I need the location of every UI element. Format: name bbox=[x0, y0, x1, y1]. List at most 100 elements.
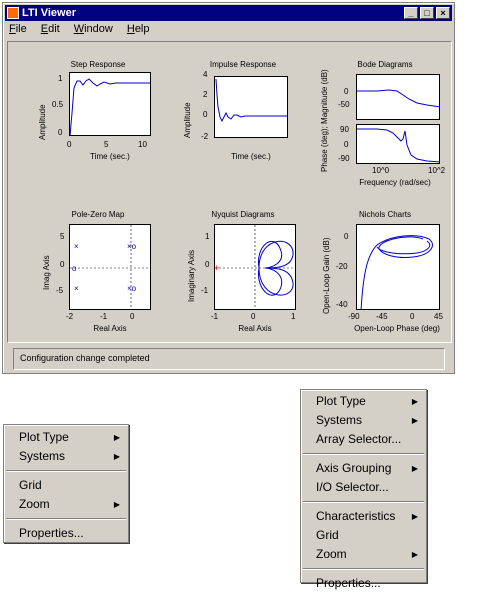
x-tick: 5 bbox=[104, 140, 109, 149]
y-tick: 5 bbox=[60, 232, 65, 241]
menu-item-plot-type[interactable]: Plot Type ▶ bbox=[4, 428, 128, 447]
svg-text:×: × bbox=[74, 242, 79, 251]
menu-item-systems[interactable]: Systems ▶ bbox=[4, 447, 128, 466]
submenu-arrow-icon: ▶ bbox=[411, 464, 418, 473]
plots-area: Step Response Amplitude 1 0.5 0 0 5 10 T… bbox=[7, 41, 452, 343]
menu-item-label: Properties... bbox=[316, 576, 381, 590]
x-tick: 0 bbox=[251, 312, 256, 321]
bode-magnitude-axes[interactable] bbox=[356, 74, 440, 120]
y-tick: 1 bbox=[205, 232, 210, 241]
y-tick: 0 bbox=[205, 260, 210, 269]
impulse-curve bbox=[215, 78, 287, 123]
x-axis-label: Real Axis bbox=[238, 324, 272, 333]
y-axis-label: Amplitude bbox=[38, 104, 47, 140]
minimize-button[interactable]: _ bbox=[404, 7, 418, 19]
menu-window[interactable]: Window bbox=[73, 23, 113, 35]
y-tick: -90 bbox=[338, 154, 350, 163]
menu-item-i-o-selector[interactable]: I/O Selector... bbox=[301, 478, 426, 497]
menu-item-label: I/O Selector... bbox=[316, 480, 389, 494]
impulse-axes[interactable] bbox=[214, 76, 288, 138]
menu-item-zoom[interactable]: Zoom ▶ bbox=[301, 545, 426, 564]
x-tick: 0 bbox=[67, 140, 72, 149]
menu-item-axis-grouping[interactable]: Axis Grouping ▶ bbox=[301, 459, 426, 478]
matlab-app-icon bbox=[7, 7, 19, 19]
plot-title: Step Response bbox=[70, 60, 126, 69]
step-axes[interactable] bbox=[69, 72, 151, 136]
menu-item-grid[interactable]: Grid bbox=[301, 526, 426, 545]
menu-item-systems[interactable]: Systems ▶ bbox=[301, 411, 426, 430]
menu-edit[interactable]: Edit bbox=[40, 23, 60, 35]
x-tick: -1 bbox=[211, 312, 219, 321]
nyquist-axes[interactable]: + bbox=[214, 224, 296, 310]
svg-text:×: × bbox=[74, 284, 79, 293]
submenu-arrow-icon: ▶ bbox=[411, 550, 418, 559]
nichols-curve bbox=[360, 235, 433, 309]
plot-title: Bode Diagrams bbox=[357, 60, 413, 69]
y-tick: -50 bbox=[338, 100, 350, 109]
y-tick: 1 bbox=[58, 74, 63, 83]
submenu-arrow-icon: ▶ bbox=[113, 500, 120, 509]
menu-item-label: Zoom bbox=[19, 497, 50, 511]
x-axis-label: Time (sec.) bbox=[231, 152, 271, 161]
plot-title: Nichols Charts bbox=[358, 210, 411, 219]
menu-item-characteristics[interactable]: Characteristics ▶ bbox=[301, 507, 426, 526]
impulse-response-plot: Impulse Response Amplitude 4 2 0 -2 Time… bbox=[183, 60, 303, 180]
menu-item-label: Systems bbox=[316, 413, 363, 427]
x-tick: 45 bbox=[434, 312, 443, 321]
pole-zero-axes[interactable]: × × o ×o ×o bbox=[69, 224, 151, 310]
menu-item-plot-type[interactable]: Plot Type ▶ bbox=[301, 392, 426, 411]
context-menu-single-axes: Plot Type ▶ Systems ▶ Grid Zoom ▶ Properties... bbox=[3, 424, 129, 543]
plot-title: Impulse Response bbox=[209, 60, 277, 69]
y-tick: 0.5 bbox=[52, 100, 64, 109]
x-axis-label: Real Axis bbox=[93, 324, 127, 333]
y-tick: 90 bbox=[340, 125, 349, 134]
menu-item-label: Characteristics bbox=[316, 509, 396, 523]
menu-item-array-selector[interactable]: Array Selector... bbox=[301, 430, 426, 449]
y-tick: 2 bbox=[203, 90, 208, 99]
submenu-arrow-icon: ▶ bbox=[411, 416, 418, 425]
menu-item-properties[interactable]: Properties... bbox=[4, 524, 128, 543]
step-curve bbox=[70, 78, 150, 135]
maximize-button[interactable]: □ bbox=[420, 7, 434, 19]
menu-help[interactable]: Help bbox=[126, 23, 150, 35]
x-tick: 10^2 bbox=[428, 166, 446, 175]
nichols-axes[interactable] bbox=[356, 224, 440, 310]
menu-item-grid[interactable]: Grid bbox=[4, 476, 128, 495]
bode-plot: Bode Diagrams Phase (deg); Magnitude (dB… bbox=[320, 60, 450, 190]
pole-zero-plot: Pole-Zero Map Imag Axis 5 0 -5 × × o ×o … bbox=[38, 210, 158, 335]
menu-separator bbox=[303, 453, 424, 455]
menu-item-label: Grid bbox=[316, 528, 339, 542]
x-tick: 10^0 bbox=[372, 166, 390, 175]
submenu-arrow-icon: ▶ bbox=[411, 512, 418, 521]
x-tick: 10 bbox=[138, 140, 147, 149]
y-tick: -40 bbox=[336, 300, 348, 309]
x-tick: -45 bbox=[376, 312, 388, 321]
close-button[interactable]: × bbox=[436, 7, 450, 19]
menu-item-zoom[interactable]: Zoom ▶ bbox=[4, 495, 128, 514]
menu-separator bbox=[303, 568, 424, 570]
bode-phase-curve bbox=[357, 128, 439, 163]
submenu-arrow-icon: ▶ bbox=[113, 433, 120, 442]
y-axis-label: Open-Loop Gain (dB) bbox=[322, 237, 331, 315]
x-tick: 0 bbox=[130, 312, 135, 321]
x-tick: -1 bbox=[100, 312, 108, 321]
y-tick: 0 bbox=[344, 232, 349, 241]
title-bar[interactable]: LTI Viewer _ □ × bbox=[5, 5, 452, 21]
menu-separator bbox=[6, 470, 126, 472]
submenu-arrow-icon: ▶ bbox=[411, 397, 418, 406]
menu-item-label: Grid bbox=[19, 478, 42, 492]
status-bar: Configuration change completed bbox=[13, 348, 445, 370]
menu-file[interactable]: File bbox=[9, 23, 27, 35]
y-axis-label: Imaginary Axis bbox=[187, 249, 196, 302]
menu-item-label: Axis Grouping bbox=[316, 461, 392, 475]
menu-separator bbox=[303, 501, 424, 503]
menu-item-properties[interactable]: Properties... bbox=[301, 574, 426, 593]
y-tick: 0 bbox=[344, 140, 349, 149]
x-axis-label: Time (sec.) bbox=[90, 152, 130, 161]
y-axis-label: Phase (deg); Magnitude (dB) bbox=[320, 69, 329, 172]
y-tick: 0 bbox=[203, 110, 208, 119]
x-tick: 0 bbox=[410, 312, 415, 321]
submenu-arrow-icon: ▶ bbox=[113, 452, 120, 461]
bode-phase-axes[interactable] bbox=[356, 124, 440, 164]
y-tick: -2 bbox=[201, 132, 209, 141]
